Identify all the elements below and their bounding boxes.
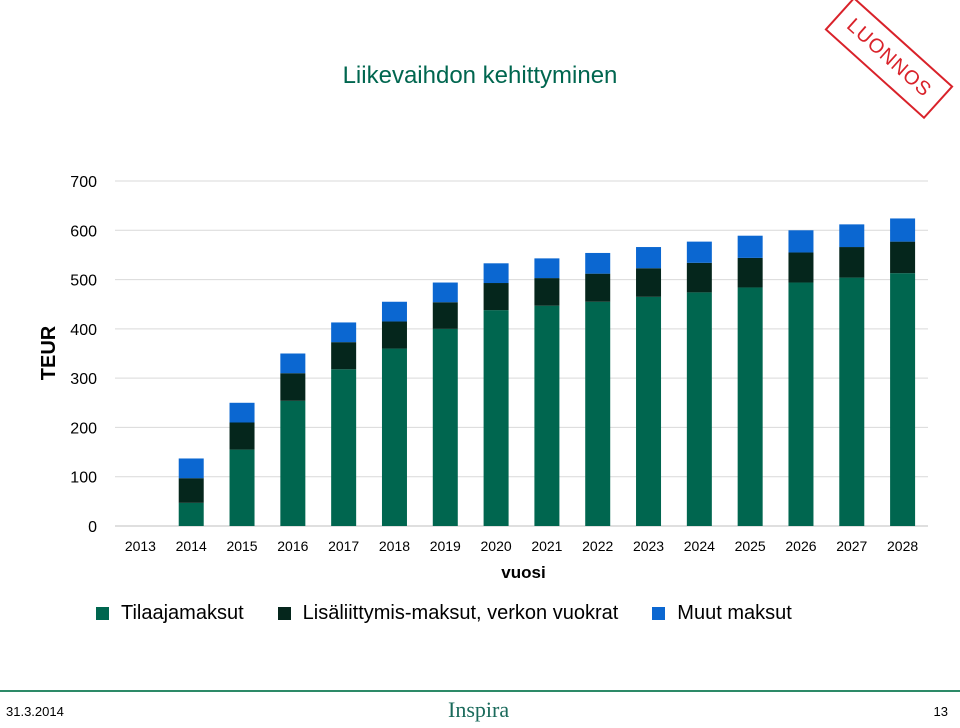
bar-segment [839, 277, 865, 526]
bar-segment [280, 353, 306, 374]
bar-segment [534, 305, 560, 526]
chart-area: 0 100 200 300 400 500 600 700 TEUR 2013 2014 2015 20… [38, 174, 928, 582]
bar-segment [890, 273, 916, 526]
bar-segment [534, 278, 560, 306]
y-tick-label: 200 [70, 420, 97, 437]
x-tick-label: 2019 [430, 538, 461, 554]
bar-segment [636, 247, 662, 269]
bar-segment [229, 449, 255, 526]
bar-segment [280, 400, 306, 526]
y-tick-label: 400 [70, 322, 97, 339]
bar-segment [381, 301, 407, 322]
x-tick-label: 2017 [328, 538, 359, 554]
bar-segment [890, 241, 916, 274]
x-tick-label: 2016 [277, 538, 308, 554]
bar-segment [178, 458, 204, 479]
y-tick-label: 700 [70, 174, 97, 191]
footer-date: 31.3.2014 [6, 704, 64, 719]
bar-segment [432, 328, 458, 526]
legend-item-tilaajamaksut: Tilaajamaksut [96, 602, 244, 625]
bar-segment [331, 369, 357, 526]
bar-segment [178, 502, 204, 526]
legend-swatch-tilaajamaksut [96, 606, 109, 620]
legend-label-tilaajamaksut: Tilaajamaksut [121, 601, 244, 624]
bar-segment [432, 282, 458, 303]
bar-segment [432, 302, 458, 329]
bar-segment [483, 263, 509, 284]
bar-segment [229, 402, 255, 423]
bar-segment [686, 292, 712, 526]
bar-segment [483, 283, 509, 311]
bar-segment [636, 268, 662, 297]
bar-segment [178, 478, 204, 503]
bar-segment [585, 273, 611, 302]
legend-item-lisaliittymis: Lisäliittymis-maksut, verkon vuokrat [277, 601, 619, 625]
legend-swatch-lisaliittymis [277, 606, 291, 620]
chart-legend: Tilaajamaksut Lisäliittymis-maksut, verk… [96, 598, 826, 628]
x-tick-label: 2021 [531, 538, 562, 554]
bar-segment [483, 310, 509, 526]
legend-swatch-muut-maksut [652, 606, 666, 620]
x-tick-label: 2025 [735, 538, 766, 554]
x-tick-label: 2013 [125, 538, 156, 554]
bar-segment [737, 287, 763, 526]
bar-segment [788, 230, 814, 253]
bar-segment [229, 422, 255, 450]
footer-divider [0, 690, 960, 692]
x-tick-label: 2022 [582, 538, 613, 554]
bar-segment [737, 235, 763, 258]
x-tick-label: 2014 [176, 538, 207, 554]
bar-segment [737, 257, 763, 288]
x-tick-label: 2028 [887, 538, 918, 554]
bar-segment [890, 218, 916, 242]
x-tick-label: 2020 [481, 538, 512, 554]
x-axis-label: vuosi [501, 563, 545, 582]
legend-item-muut-maksut: Muut maksut [652, 601, 792, 625]
bar-segment [636, 296, 662, 526]
bar-segment [686, 241, 712, 263]
bar-segment [331, 322, 357, 343]
bar-segment [788, 282, 814, 526]
bar-segment [585, 252, 611, 274]
bar-segment [686, 262, 712, 293]
x-tick-label: 2026 [785, 538, 816, 554]
bar-segment [534, 258, 560, 279]
bar-segment [839, 247, 865, 278]
x-tick-label: 2023 [633, 538, 664, 554]
legend-label-lisaliittymis: Lisäliittymis-maksut, verkon vuokrat [302, 601, 619, 624]
bar-segment [381, 348, 407, 526]
bar-segment [381, 321, 407, 349]
y-tick-label: 100 [70, 470, 97, 487]
y-tick-label: 600 [70, 223, 97, 240]
bar-segment [585, 301, 611, 526]
y-axis-label: TEUR [38, 325, 60, 380]
bar-segment [839, 224, 865, 248]
y-tick-label: 300 [70, 371, 97, 388]
chart-title: Liikevaihdon kehittyminen [342, 62, 618, 89]
x-tick-label: 2024 [684, 538, 715, 554]
bar-segment [280, 373, 306, 401]
inspira-logo: Inspira [448, 697, 510, 722]
legend-label-muut-maksut: Muut maksut [677, 601, 792, 624]
y-tick-label: 500 [70, 273, 97, 290]
page-number: 13 [933, 704, 948, 719]
bar-segment [331, 342, 357, 370]
y-tick-label: 0 [88, 519, 97, 536]
x-tick-label: 2015 [226, 538, 257, 554]
x-tick-label: 2018 [379, 538, 410, 554]
bar-segment [788, 252, 814, 283]
x-tick-label: 2027 [836, 538, 867, 554]
